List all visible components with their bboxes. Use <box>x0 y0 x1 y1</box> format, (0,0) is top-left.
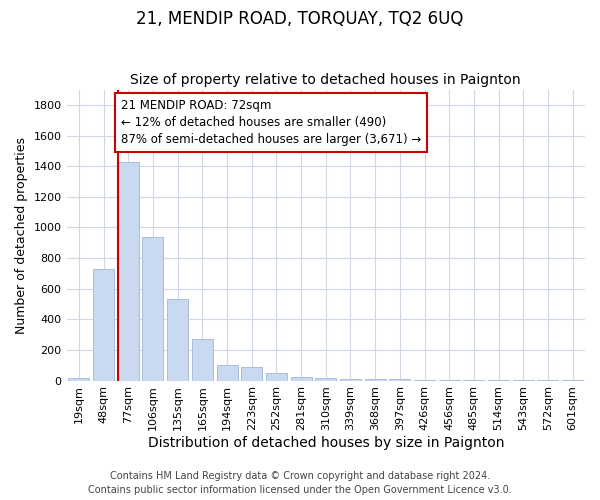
Bar <box>241 367 262 380</box>
Bar <box>266 373 287 380</box>
Bar <box>93 269 114 380</box>
X-axis label: Distribution of detached houses by size in Paignton: Distribution of detached houses by size … <box>148 436 504 450</box>
Bar <box>142 238 163 380</box>
Bar <box>315 378 336 380</box>
Bar <box>118 162 139 380</box>
Text: 21 MENDIP ROAD: 72sqm
← 12% of detached houses are smaller (490)
87% of semi-det: 21 MENDIP ROAD: 72sqm ← 12% of detached … <box>121 98 421 146</box>
Text: 21, MENDIP ROAD, TORQUAY, TQ2 6UQ: 21, MENDIP ROAD, TORQUAY, TQ2 6UQ <box>136 10 464 28</box>
Bar <box>192 339 213 380</box>
Y-axis label: Number of detached properties: Number of detached properties <box>15 136 28 334</box>
Bar <box>217 366 238 380</box>
Bar <box>68 378 89 380</box>
Bar <box>290 377 311 380</box>
Bar <box>167 300 188 380</box>
Bar <box>365 379 386 380</box>
Title: Size of property relative to detached houses in Paignton: Size of property relative to detached ho… <box>130 73 521 87</box>
Bar <box>340 379 361 380</box>
Text: Contains HM Land Registry data © Crown copyright and database right 2024.
Contai: Contains HM Land Registry data © Crown c… <box>88 471 512 495</box>
